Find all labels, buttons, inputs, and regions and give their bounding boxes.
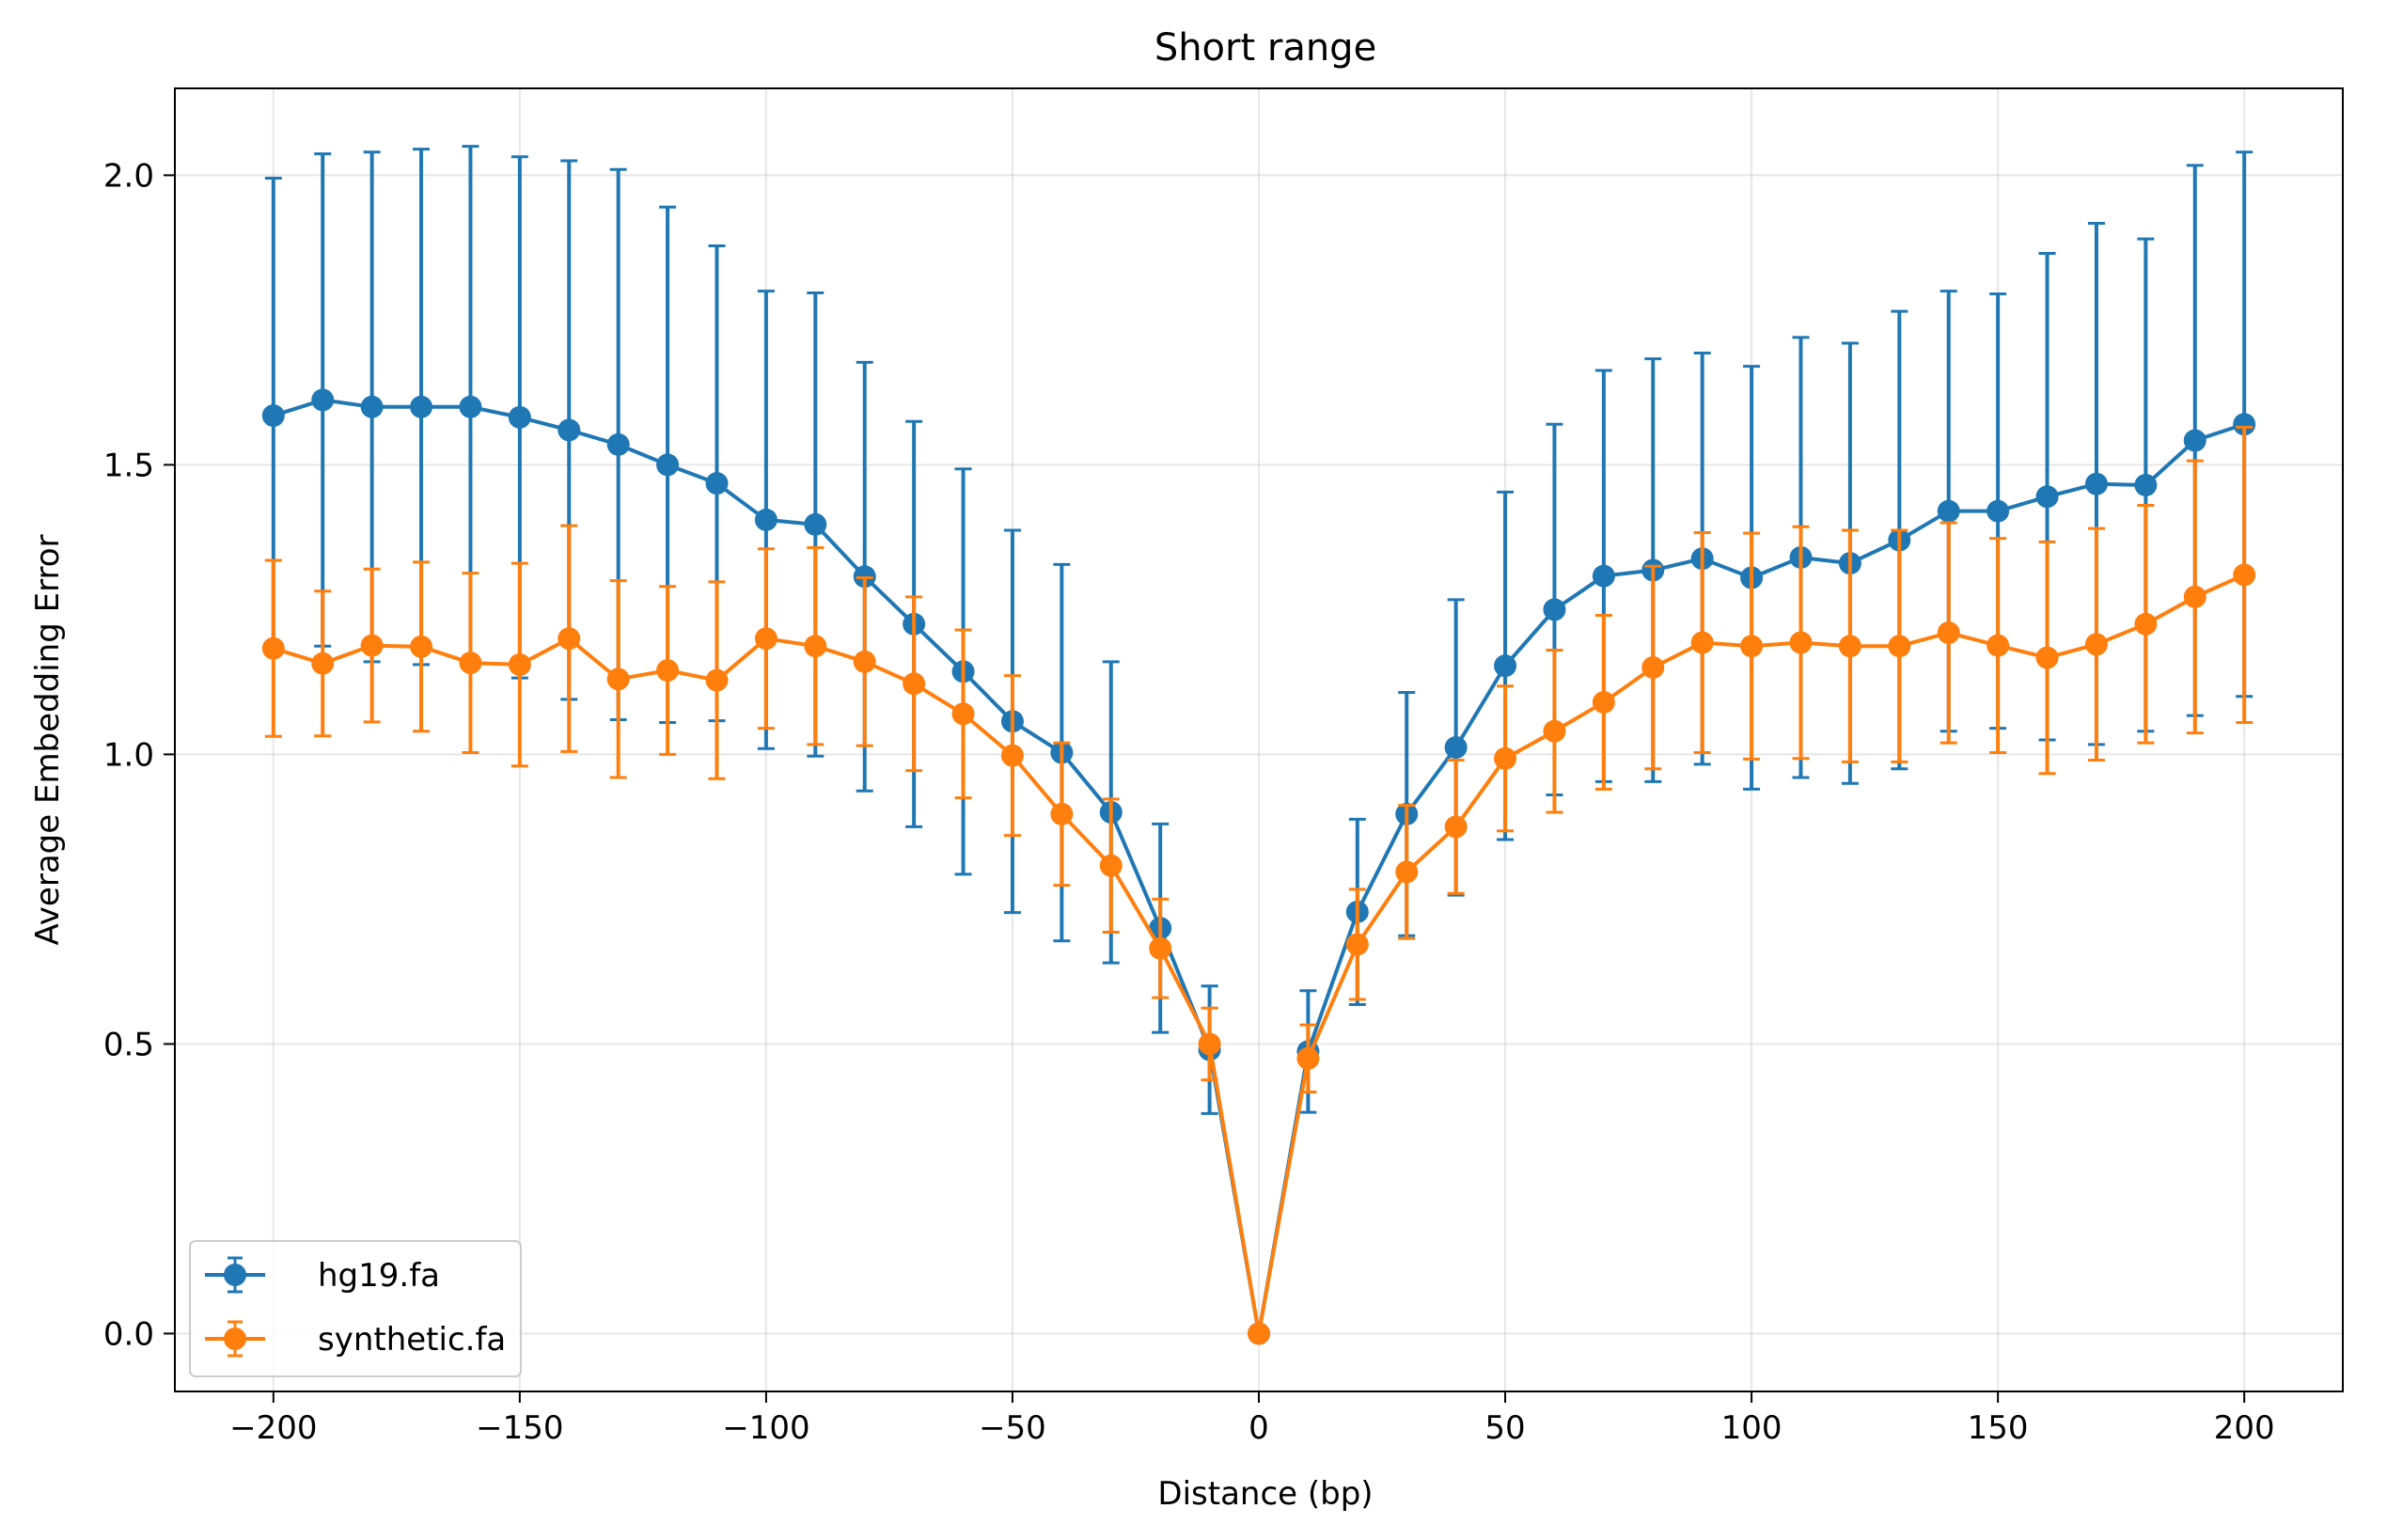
data-point	[1395, 860, 1419, 884]
data-point	[1592, 690, 1615, 714]
legend-marker-hg19	[224, 1264, 246, 1286]
data-point	[508, 652, 531, 676]
legend-label-hg19: hg19.fa	[318, 1257, 440, 1295]
chart-title: Short range	[1154, 26, 1376, 70]
y-tick-label: 2.0	[103, 157, 154, 195]
data-point	[1543, 598, 1566, 621]
data-point	[261, 636, 285, 660]
data-point	[2134, 612, 2158, 636]
x-tick-label: −150	[476, 1409, 563, 1447]
data-point	[410, 635, 433, 658]
data-point	[705, 668, 729, 692]
series-synthetic	[261, 425, 2256, 1345]
legend-box	[189, 1240, 522, 1377]
data-point	[311, 388, 335, 412]
data-point	[459, 652, 482, 675]
x-axis-label: Distance (bp)	[1157, 1475, 1373, 1513]
x-tick-label: −200	[229, 1409, 317, 1447]
x-tick-label: −100	[722, 1409, 809, 1447]
data-point	[1494, 654, 1517, 678]
data-point	[2183, 585, 2206, 608]
legend-entry-synthetic: synthetic.fa	[205, 1320, 506, 1359]
y-tick-label: 1.0	[103, 736, 154, 774]
data-point	[804, 635, 827, 658]
data-point	[2084, 633, 2108, 656]
data-point	[360, 634, 384, 657]
data-point	[1937, 621, 1960, 645]
series-layer	[261, 145, 2256, 1345]
data-point	[1000, 744, 1024, 767]
y-tick-label: 0.0	[103, 1315, 154, 1353]
data-point	[1740, 635, 1764, 658]
legend-label-synthetic: synthetic.fa	[318, 1321, 506, 1359]
data-point	[656, 453, 680, 477]
data-point	[903, 672, 926, 696]
data-point	[754, 508, 777, 531]
data-point	[606, 432, 630, 456]
data-point	[1198, 1032, 1221, 1056]
data-point	[705, 472, 729, 495]
data-point	[1099, 854, 1123, 877]
data-point	[1248, 1322, 1270, 1345]
data-point	[1592, 564, 1615, 588]
data-point	[1345, 933, 1369, 956]
x-tick-label: −50	[979, 1409, 1046, 1447]
data-point	[2084, 472, 2108, 495]
data-point	[459, 395, 482, 418]
x-tick-label: 100	[1721, 1409, 1782, 1447]
x-axis-ticks: −200 −150 −100 −50 0 50 100 150 200	[229, 1391, 2275, 1447]
data-point	[1444, 815, 1468, 839]
data-point	[1987, 634, 2010, 657]
data-point	[951, 702, 975, 726]
data-point	[2233, 563, 2256, 587]
y-tick-label: 0.5	[103, 1026, 154, 1063]
data-point	[2183, 429, 2206, 452]
data-point	[1543, 719, 1566, 743]
data-point	[1050, 802, 1074, 825]
legend: hg19.fa synthetic.fa	[189, 1240, 522, 1377]
data-point	[360, 395, 384, 418]
data-point	[1987, 499, 2010, 523]
legend-entry-hg19: hg19.fa	[205, 1256, 440, 1295]
data-point	[2233, 413, 2256, 436]
data-point	[656, 659, 680, 683]
data-point	[410, 395, 433, 418]
data-point	[804, 512, 827, 536]
data-point	[853, 650, 876, 673]
data-point	[1296, 1046, 1320, 1070]
data-point	[311, 652, 335, 675]
data-point	[1149, 936, 1172, 960]
y-axis-ticks: 0.0 0.5 1.0 1.5 2.0	[103, 157, 175, 1353]
data-point	[557, 627, 581, 651]
data-point	[557, 418, 581, 442]
data-point	[1444, 736, 1468, 760]
data-point	[1690, 631, 1714, 654]
y-tick-label: 1.5	[103, 447, 154, 484]
data-point	[606, 668, 630, 691]
legend-marker-synthetic	[224, 1328, 246, 1350]
data-point	[1789, 631, 1813, 654]
data-point	[508, 405, 531, 429]
data-point	[1838, 635, 1861, 658]
data-point	[1937, 499, 1960, 523]
data-point	[1888, 635, 1911, 658]
x-tick-label: 200	[2214, 1409, 2275, 1447]
x-tick-label: 50	[1484, 1409, 1525, 1447]
data-point	[1641, 656, 1665, 679]
data-point	[2134, 473, 2158, 496]
data-point	[261, 404, 285, 428]
x-tick-label: 150	[1968, 1409, 2029, 1447]
y-axis-label: Average Embedding Error	[29, 535, 67, 946]
data-point	[2035, 485, 2059, 509]
x-tick-label: 0	[1248, 1409, 1269, 1447]
data-point	[754, 627, 777, 651]
data-point	[2035, 646, 2059, 669]
data-point	[1494, 746, 1517, 770]
